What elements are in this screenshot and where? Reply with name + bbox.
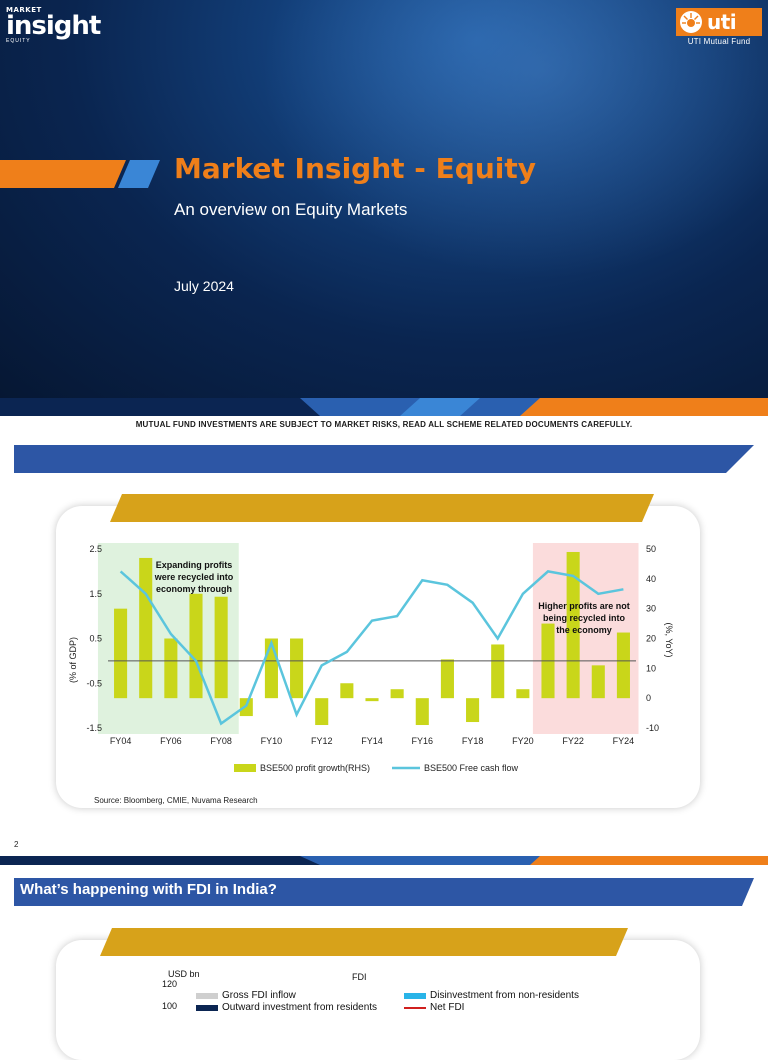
legend-line-label: BSE500 Free cash flow <box>424 763 519 773</box>
annotation-line: being recycled into <box>543 613 626 623</box>
profit-growth-bar <box>214 596 228 699</box>
x-axis-tick: FY16 <box>412 736 434 746</box>
cover-bottom-stripe <box>0 398 768 416</box>
legend-label: Disinvestment from non-residents <box>430 990 579 1001</box>
fdi-legend-disinvestment: Disinvestment from non-residents <box>404 990 579 1001</box>
x-axis-tick: FY14 <box>361 736 383 746</box>
legend-bar-label: BSE500 profit growth(RHS) <box>260 763 370 773</box>
chart-source: Source: Bloomberg, CMIE, Nuvama Research <box>94 796 258 805</box>
page-separator-stripe <box>0 856 768 865</box>
annotation-line: Expanding profits <box>156 560 233 570</box>
logo-equity-text: EQUITY <box>6 38 31 44</box>
left-axis-tick: -0.5 <box>86 678 102 688</box>
profit-growth-bar <box>591 665 605 699</box>
x-axis-tick: FY04 <box>110 736 132 746</box>
left-axis-tick: -1.5 <box>86 723 102 733</box>
logo-market-text: MARKET <box>6 6 42 14</box>
profit-growth-bar <box>114 608 128 699</box>
fdi-chart-title: FDI <box>352 972 367 982</box>
fdi-legend-gross: Gross FDI inflow <box>196 990 296 1001</box>
profit-growth-bar <box>415 698 429 726</box>
fdi-legend-outward: Outward investment from residents <box>196 1002 377 1013</box>
x-axis-tick: FY06 <box>160 736 182 746</box>
x-axis-tick: FY12 <box>311 736 333 746</box>
fdi-chart-card <box>56 940 700 1060</box>
page-number: 2 <box>14 840 19 849</box>
market-insight-logo: MARKET insight EQUITY <box>6 6 101 44</box>
left-axis-label: (% of GDP) <box>68 637 78 683</box>
left-axis-tick: 1.5 <box>89 589 102 599</box>
annotation-higher-profits: Higher profits are not being recycled int… <box>538 601 630 635</box>
logo-insight-text: insight <box>6 11 101 41</box>
right-axis-tick: -10 <box>646 723 659 733</box>
annotation-expanding-profits: Expanding profits were recycled into econo… <box>154 560 234 594</box>
fdi-ytick: 100 <box>162 1001 178 1011</box>
x-axis-tick: FY10 <box>261 736 283 746</box>
fdi-unit-label: USD bn <box>168 969 200 979</box>
legend-label: Outward investment from residents <box>222 1002 378 1013</box>
legend-line-swatch <box>404 1006 426 1009</box>
fdi-ytick: 120 <box>162 979 178 989</box>
uti-mutual-fund-text: UTI Mutual Fund <box>687 37 751 46</box>
profit-growth-bar <box>340 683 354 699</box>
cover-title: Market Insight - Equity <box>174 152 536 185</box>
right-axis-tick: 0 <box>646 693 651 703</box>
x-axis-tick: FY18 <box>462 736 484 746</box>
right-axis-tick: 40 <box>646 574 656 584</box>
legend-swatch <box>196 1004 218 1011</box>
profit-growth-bar <box>264 638 278 699</box>
profit-growth-bar <box>616 632 630 699</box>
annotation-line: the economy <box>556 625 612 635</box>
free-cash-flow-line <box>119 570 624 726</box>
x-axis-tick: FY24 <box>613 736 635 746</box>
profit-growth-bar <box>139 557 153 699</box>
profit-growth-bar <box>466 698 480 723</box>
profit-growth-bar <box>290 638 304 699</box>
right-axis-tick: 50 <box>646 544 656 554</box>
disclaimer-text: MUTUAL FUND INVESTMENTS ARE SUBJECT TO M… <box>135 420 633 429</box>
profit-growth-bar <box>315 698 329 726</box>
cover-subtitle: An overview on Equity Markets <box>174 200 408 219</box>
profit-growth-bar <box>365 698 379 702</box>
legend-swatch <box>404 992 426 999</box>
fdi-section-band <box>14 878 754 906</box>
title-accent-stripe <box>0 160 160 188</box>
uti-logo: uti UTI Mutual Fund <box>676 8 762 48</box>
fdi-heading-tab <box>100 928 628 956</box>
profit-growth-bar <box>189 593 203 699</box>
profit-growth-bar <box>164 638 178 699</box>
section-band <box>14 445 754 473</box>
fdi-section-title: What’s happening with FDI in India? <box>20 881 277 898</box>
chart-legend: BSE500 profit growth(RHS) BSE500 Free cas… <box>234 763 519 773</box>
profit-growth-bar <box>491 644 505 699</box>
right-axis-label: (%, YoY) <box>664 622 674 657</box>
profit-growth-bar <box>516 689 530 699</box>
cover-date: July 2024 <box>174 278 234 294</box>
uti-emblem-icon <box>680 11 702 33</box>
cover-slide: MARKET insight EQUITY uti UTI Mutual Fun… <box>0 0 768 398</box>
right-axis-tick: 10 <box>646 663 656 673</box>
x-axis-tick: FY22 <box>562 736 584 746</box>
profit-fcf-chart: 2.5 1.5 0.5 -0.5 -1.5 50 40 30 20 10 0 -10 FY04 FY0… <box>68 543 674 805</box>
x-axis-tick: FY20 <box>512 736 534 746</box>
right-axis-tick: 20 <box>646 634 656 644</box>
left-axis-tick: 2.5 <box>89 544 102 554</box>
profit-growth-bar <box>566 551 580 699</box>
profit-growth-bar <box>440 659 454 699</box>
annotation-line: Higher profits are not <box>538 601 630 611</box>
legend-swatch <box>196 992 218 999</box>
profit-growth-bar <box>390 689 404 699</box>
right-axis-tick: 30 <box>646 604 656 614</box>
annotation-line: economy through <box>156 584 232 594</box>
fdi-legend-net: Net FDI <box>404 1002 464 1013</box>
uti-wordmark: uti <box>707 10 737 34</box>
annotation-line: were recycled into <box>154 572 234 582</box>
x-axis-tick: FY08 <box>210 736 232 746</box>
left-axis-tick: 0.5 <box>89 634 102 644</box>
legend-label: Net FDI <box>430 1002 465 1013</box>
legend-label: Gross FDI inflow <box>222 990 296 1001</box>
chart-heading-tab <box>110 494 654 522</box>
legend-bar-swatch <box>234 764 256 772</box>
